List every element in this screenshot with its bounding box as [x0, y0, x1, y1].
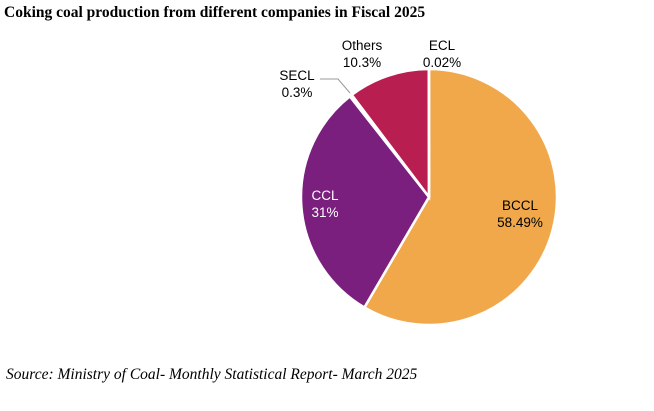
chart-title: Coking coal production from different co… [4, 4, 426, 21]
pie-slice-bccl [362, 67, 559, 327]
data-label-ccl-value: 31% [311, 205, 338, 220]
data-label-secl-value: 0.3% [282, 85, 313, 100]
pie-slice-others [350, 67, 431, 201]
data-label-ccl-name: CCL [311, 188, 338, 203]
data-label-secl-name: SECL [279, 68, 315, 83]
data-label-others-name: Others [342, 38, 383, 53]
data-label-ecl-value: 0.02% [423, 55, 461, 70]
data-label-bccl-name: BCCL [502, 198, 539, 213]
source-note: Source: Ministry of Coal- Monthly Statis… [6, 366, 418, 383]
secl-leader-line [320, 78, 351, 94]
data-label-bccl-value: 58.49% [497, 215, 543, 230]
data-label-others-value: 10.3% [343, 55, 381, 70]
pie-slice-ccl [299, 94, 431, 310]
data-label-ecl-name: ECL [429, 38, 456, 53]
